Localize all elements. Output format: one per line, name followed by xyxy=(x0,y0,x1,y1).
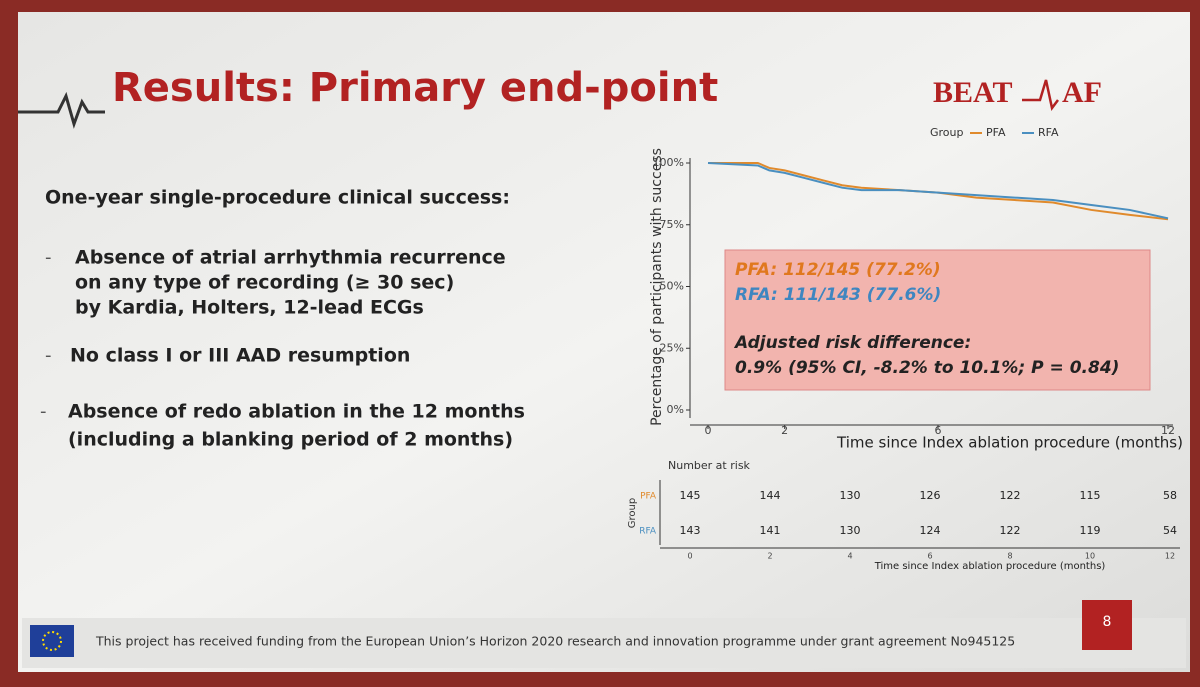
footer: This project has received funding from t… xyxy=(95,634,1015,649)
risk-count: 122 xyxy=(1000,489,1021,502)
bullet: Absence of redo ablation in the 12 month… xyxy=(68,401,525,423)
dash: - xyxy=(45,345,52,366)
risk-time: 10 xyxy=(1085,552,1095,561)
x-axis-label: Time since Index ablation procedure (mon… xyxy=(836,434,1183,452)
y-tick-label: 100% xyxy=(653,156,684,169)
heading: One-year single-procedure clinical succe… xyxy=(45,187,510,209)
x-tick-label: 0 xyxy=(705,424,712,437)
risk-time: 6 xyxy=(927,552,932,561)
risk-time: 2 xyxy=(767,552,772,561)
risk-time: 8 xyxy=(1007,552,1012,561)
risk-time: 0 xyxy=(687,552,692,561)
eu-flag xyxy=(30,625,74,657)
risk-row-label: RFA xyxy=(639,527,657,537)
risk-count: 58 xyxy=(1163,489,1177,502)
risk-count: 54 xyxy=(1163,524,1177,537)
annotation-box xyxy=(724,249,1151,391)
slide-title: Results: Primary end-point xyxy=(112,65,718,111)
eu-stars xyxy=(42,631,62,651)
risk-time: 4 xyxy=(847,552,852,561)
risk-count: 145 xyxy=(680,489,701,502)
risk-group-label: Group xyxy=(627,498,638,528)
y-tick-label: 50% xyxy=(660,280,684,293)
bullet: on any type of recording (≥ 30 sec) xyxy=(75,272,454,294)
bullet: Absence of atrial arrhythmia recurrence xyxy=(75,247,506,269)
x-tick-label: 2 xyxy=(781,424,788,437)
annotation: PFA: 112/145 (77.2%) xyxy=(735,260,941,280)
risk-xlabel: Time since Index ablation procedure (mon… xyxy=(874,561,1106,572)
logo-pulse xyxy=(1022,79,1059,111)
risk-count: 130 xyxy=(840,489,861,502)
risk-count: 124 xyxy=(920,524,941,537)
bullet: (including a blanking period of 2 months… xyxy=(68,429,513,451)
logo: AF xyxy=(1062,76,1102,109)
km-curve xyxy=(708,162,1169,221)
km-curve xyxy=(707,162,1169,220)
risk-count: 119 xyxy=(1080,524,1101,537)
dash: - xyxy=(45,247,52,268)
bullet: No class I or III AAD resumption xyxy=(70,345,410,367)
risk-title: Number at risk xyxy=(668,459,751,472)
risk-count: 144 xyxy=(760,489,781,502)
footer-bg xyxy=(22,618,1186,668)
dash: - xyxy=(40,401,47,422)
page-box xyxy=(1082,600,1132,650)
risk-count: 122 xyxy=(1000,524,1021,537)
legend-label: PFA xyxy=(986,126,1006,139)
legend-title: Group xyxy=(930,126,964,139)
x-tick-label: 12 xyxy=(1161,424,1175,437)
page-number: 8 xyxy=(1103,614,1112,630)
risk-count: 141 xyxy=(760,524,781,537)
bullet: by Kardia, Holters, 12-lead ECGs xyxy=(75,297,424,319)
risk-count: 126 xyxy=(920,489,941,502)
y-axis-label: Percentage of participants with success xyxy=(649,148,665,426)
risk-count: 143 xyxy=(680,524,701,537)
annotation: 0.9% (95% CI, -8.2% to 10.1%; P = 0.84) xyxy=(735,358,1119,378)
risk-count: 130 xyxy=(840,524,861,537)
heartbeat xyxy=(18,91,105,129)
risk-count: 115 xyxy=(1080,489,1101,502)
y-tick-label: 75% xyxy=(660,218,684,231)
logo: BEAT xyxy=(933,76,1012,109)
annotation: Adjusted risk difference: xyxy=(733,333,971,353)
risk-row-label: PFA xyxy=(640,492,657,502)
y-tick-label: 0% xyxy=(667,403,684,416)
annotation: RFA: 111/143 (77.6%) xyxy=(735,285,941,305)
x-tick-label: 6 xyxy=(935,424,942,437)
legend-label: RFA xyxy=(1038,126,1059,139)
y-tick-label: 25% xyxy=(660,341,684,354)
risk-time: 12 xyxy=(1165,552,1175,561)
